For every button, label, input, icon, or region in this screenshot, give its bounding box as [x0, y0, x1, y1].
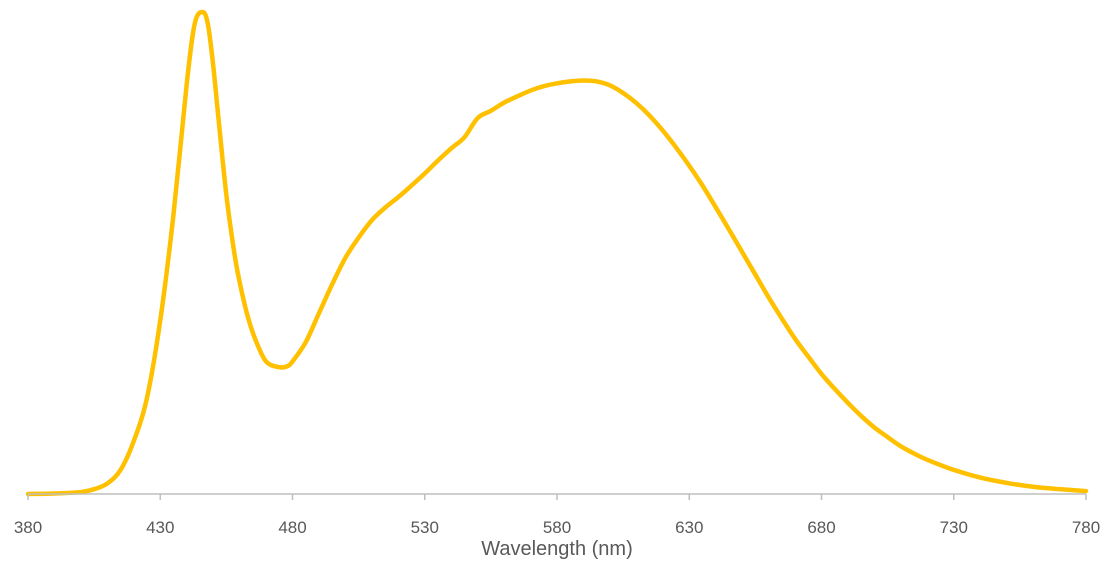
x-tick-label: 730 [940, 518, 968, 537]
x-tick-label: 480 [278, 518, 306, 537]
plot-area [25, 9, 1089, 497]
x-tick-label: 680 [807, 518, 835, 537]
x-tick-label: 380 [14, 518, 42, 537]
x-tick-label: 630 [675, 518, 703, 537]
x-tick-label: 780 [1072, 518, 1100, 537]
x-axis-ticks: 380 430 480 530 580 630 680 730 780 [14, 494, 1100, 537]
x-tick-label: 430 [146, 518, 174, 537]
x-tick-label: 530 [411, 518, 439, 537]
spectrum-series-line [25, 9, 1089, 497]
x-tick-label: 580 [543, 518, 571, 537]
x-axis-title: Wavelength (nm) [481, 538, 633, 560]
